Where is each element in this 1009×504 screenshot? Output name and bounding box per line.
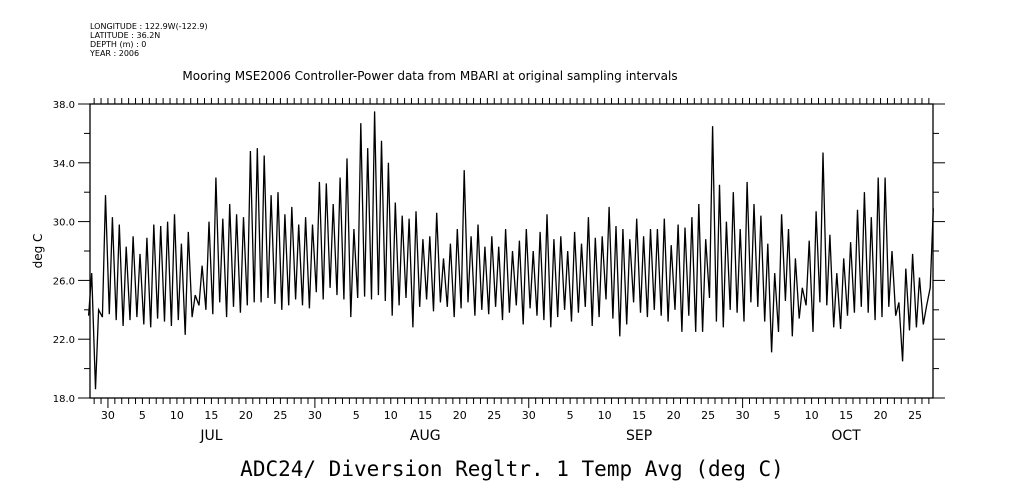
y-tick-label: 18.0 [53,394,75,405]
x-tick-label: 5 [774,409,781,422]
month-label: AUG [410,428,441,444]
x-tick-label: 20 [453,409,467,422]
x-axis-title: ADC24/ Diversion Regltr. 1 Temp Avg (deg… [240,457,784,481]
x-tick-label: 20 [239,409,253,422]
depth-label: DEPTH (m) : 0 [90,40,147,49]
month-label: OCT [831,428,861,444]
x-tick-label: 30 [736,409,750,422]
x-tick-label: 10 [384,409,398,422]
y-tick-label: 22.0 [53,335,75,346]
x-tick-label: 10 [805,409,819,422]
x-tick-label: 10 [170,409,184,422]
y-tick-label: 30.0 [53,218,75,229]
month-label: SEP [626,428,652,444]
month-label: JUL [199,428,222,444]
x-tick-label: 15 [632,409,646,422]
x-tick-label: 25 [487,409,501,422]
x-tick-label: 15 [204,409,218,422]
y-axis-label: deg C [31,234,45,269]
chart-title: Mooring MSE2006 Controller-Power data fr… [182,69,677,83]
x-tick-label: 30 [522,409,536,422]
y-tick-label: 26.0 [53,276,75,287]
x-tick-label: 15 [418,409,432,422]
x-tick-label: 30 [101,409,115,422]
latitude-label: LATITUDE : 36.2N [90,31,161,40]
x-tick-label: 15 [839,409,853,422]
x-tick-label: 25 [908,409,922,422]
y-tick-label: 38.0 [53,100,75,111]
metadata-block: LONGITUDE : 122.9W(-122.9) LATITUDE : 36… [90,22,208,58]
x-tick-label: 10 [598,409,612,422]
temperature-series-line [87,111,934,390]
x-tick-label: 5 [139,409,146,422]
longitude-label: LONGITUDE : 122.9W(-122.9) [90,22,208,31]
x-tick-label: 25 [701,409,715,422]
x-tick-label: 20 [667,409,681,422]
x-tick-label: 25 [273,409,287,422]
x-tick-label: 20 [874,409,888,422]
x-tick-label: 5 [353,409,360,422]
x-tick-label: 5 [567,409,574,422]
plot-frame [89,103,934,399]
y-tick-label: 34.0 [53,159,75,170]
x-tick-label: 30 [308,409,322,422]
year-label: YEAR : 2006 [90,49,140,58]
